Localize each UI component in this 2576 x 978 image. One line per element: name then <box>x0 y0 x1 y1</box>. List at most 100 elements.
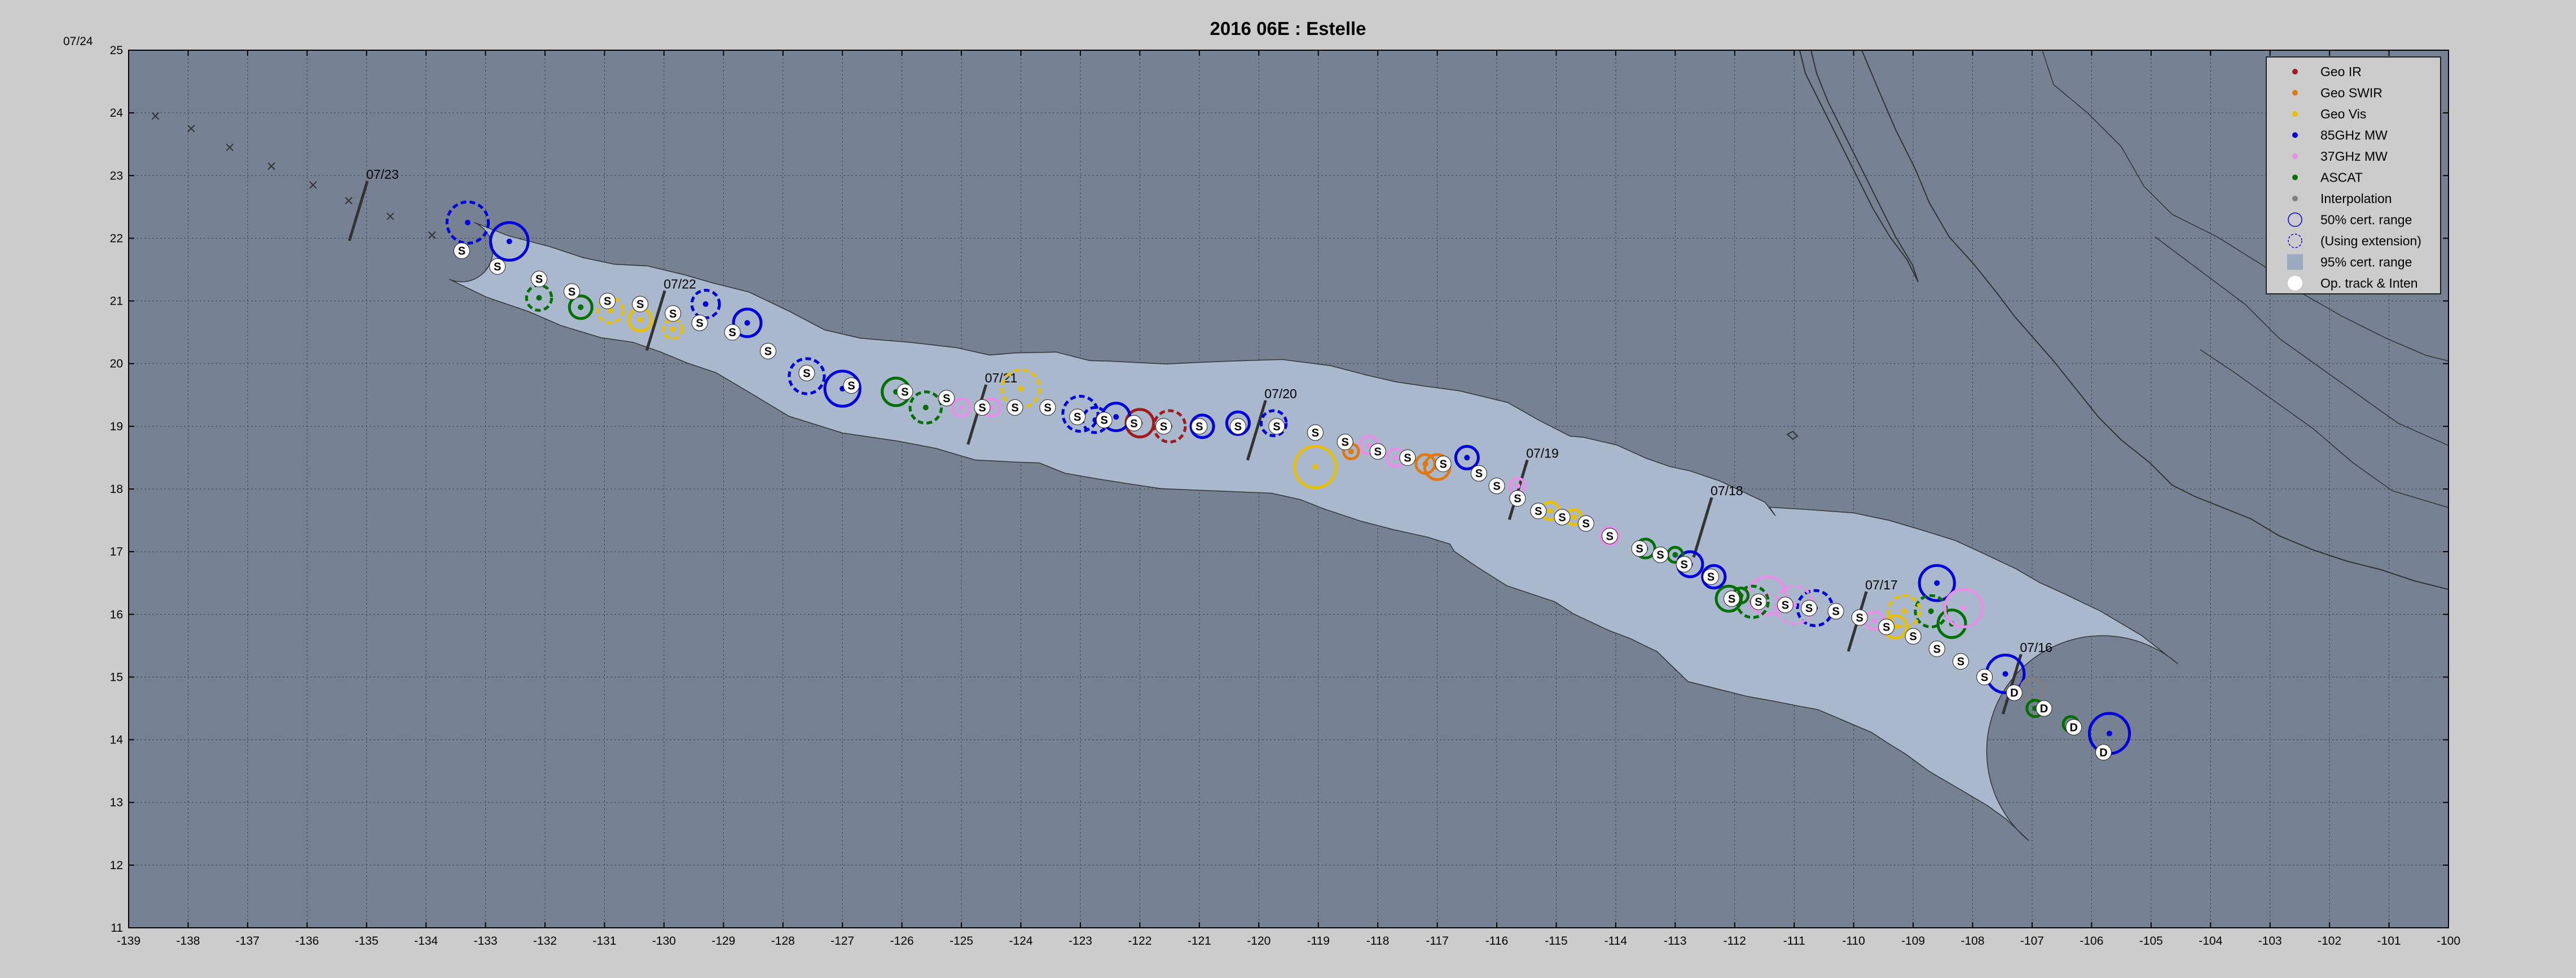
fix-range-circle <box>662 318 684 340</box>
dot-geo-ir-icon <box>2292 69 2298 74</box>
x-tick-label: -114 <box>1604 935 1628 948</box>
op-track-intensity-label: S <box>1234 421 1242 433</box>
op-track-point <box>2006 684 2023 701</box>
x-tick-label: -133 <box>474 935 498 948</box>
op-track-intensity-label: S <box>494 261 501 273</box>
op-track-point <box>1928 640 1945 657</box>
shaded-square-icon <box>2287 254 2303 270</box>
y-tick-label: 19 <box>110 420 123 433</box>
y-tick-label: 17 <box>110 545 123 558</box>
dot-geo-swir-icon <box>2292 90 2298 96</box>
op-track-point <box>974 399 991 416</box>
op-track-intensity-label: S <box>943 393 950 405</box>
x-tick-label: -100 <box>2437 935 2460 948</box>
op-track-point <box>453 243 470 259</box>
fix-range-circle <box>823 369 861 408</box>
date-markers: 07/23 07/22 07/21 07/20 07/19 07/18 07/17 07/16 <box>348 167 2052 715</box>
op-track-intensity-label: S <box>1558 512 1566 524</box>
op-track-intensity-label: S <box>1312 427 1319 439</box>
legend-label: 85GHz MW <box>2320 128 2388 143</box>
op-track-point <box>1488 477 1505 494</box>
op-track-intensity-label: S <box>1680 558 1687 571</box>
op-track-point <box>2065 719 2082 735</box>
x-tick-label: -106 <box>2080 935 2103 948</box>
fix-dot <box>959 404 965 411</box>
fix-range-circle <box>1701 564 1727 590</box>
op-track-intensity-label: S <box>803 367 810 380</box>
fix-dot <box>1901 608 1907 614</box>
op-track-point <box>1006 399 1023 416</box>
x-tick-label: -111 <box>1783 935 1805 948</box>
op-track-point <box>632 296 649 312</box>
op-track-intensity-label: S <box>1195 421 1203 433</box>
x-tick-label: -123 <box>1069 935 1092 948</box>
x-tick-label: -101 <box>2377 935 2401 948</box>
y-tick-label: 20 <box>110 358 123 371</box>
op-track-intensity-label: S <box>1535 505 1542 518</box>
date-label: 07/17 <box>1865 578 1898 592</box>
solid-circle-icon <box>2288 212 2302 227</box>
op-track-point <box>1096 412 1113 429</box>
y-tick-label: 25 <box>110 44 123 57</box>
x-tick-label: -134 <box>414 935 438 948</box>
op-track-intensity-label: S <box>1100 415 1107 427</box>
y-tick-label: 21 <box>110 295 123 308</box>
fix-range-circle <box>1715 584 1743 613</box>
op-track-intensity-label: S <box>1883 622 1890 634</box>
op-track-point <box>1039 399 1056 416</box>
dashed-circle-icon <box>2288 234 2302 248</box>
x-tick-label: -130 <box>652 935 676 948</box>
op-track-intensity-label: S <box>604 296 611 308</box>
op-track-intensity-label: S <box>1374 446 1381 458</box>
fix-dot <box>1312 464 1318 470</box>
legend-label: 50% cert. range <box>2320 213 2412 227</box>
op-track-point <box>2095 744 2112 761</box>
fix-dot <box>1960 605 1967 611</box>
y-tick-label: 16 <box>110 608 123 621</box>
legend-label: Op. track & Inten <box>2320 276 2418 290</box>
fix-dot <box>1392 455 1399 461</box>
op-track-point <box>691 314 708 331</box>
op-track-intensity-label: S <box>1636 543 1643 556</box>
op-track-intensity-label: S <box>1493 480 1500 492</box>
op-track-point <box>1577 515 1594 532</box>
op-track-intensity-label: S <box>1856 612 1863 624</box>
op-track-intensity-label: S <box>1044 402 1051 415</box>
x-tick-label: -113 <box>1664 935 1686 948</box>
legend-label: (Using extension) <box>2320 234 2421 248</box>
x-tick-label: -126 <box>890 935 914 948</box>
op-track-intensity-label: S <box>458 245 465 258</box>
dot-ascat-icon <box>2292 174 2298 180</box>
op-track-point <box>1530 503 1547 519</box>
op-track-point <box>1723 591 1740 607</box>
op-track-intensity-label: S <box>1832 606 1839 618</box>
op-track-intensity-label: D <box>2099 747 2107 759</box>
x-tick-label: -110 <box>1842 935 1865 948</box>
date-label: 07/19 <box>1526 446 1559 460</box>
x-tick-label: -109 <box>1901 935 1925 948</box>
fix-range-circle <box>788 357 826 395</box>
op-track-intensity-label: S <box>1439 459 1447 471</box>
date-label: 07/18 <box>1711 483 1743 498</box>
x-tick-label: -136 <box>295 935 319 948</box>
baja-california-coastline <box>1799 50 1919 283</box>
op-track-intensity-label: S <box>1755 596 1762 609</box>
x-tick-label: -103 <box>2258 935 2282 948</box>
op-track-point <box>1976 668 1993 685</box>
op-track-intensity-label: D <box>2010 687 2018 699</box>
op-track-point <box>1601 527 1618 544</box>
fix-dot <box>2002 671 2008 677</box>
op-track-point <box>798 364 815 381</box>
x-tick-label: -135 <box>355 935 379 948</box>
x-tick-label: -105 <box>2139 935 2163 948</box>
op-track-point <box>1750 593 1767 610</box>
x-tick-label: -118 <box>1366 935 1389 948</box>
fix-dot <box>1871 618 1878 624</box>
fix-dot <box>2107 730 2113 737</box>
op-track-point <box>1509 490 1526 507</box>
op-track-point <box>1337 434 1353 451</box>
fix-range-circle <box>1259 409 1288 438</box>
op-track-point <box>563 283 580 300</box>
date-label: 07/23 <box>366 167 399 182</box>
y-tick-label: 18 <box>110 483 123 496</box>
